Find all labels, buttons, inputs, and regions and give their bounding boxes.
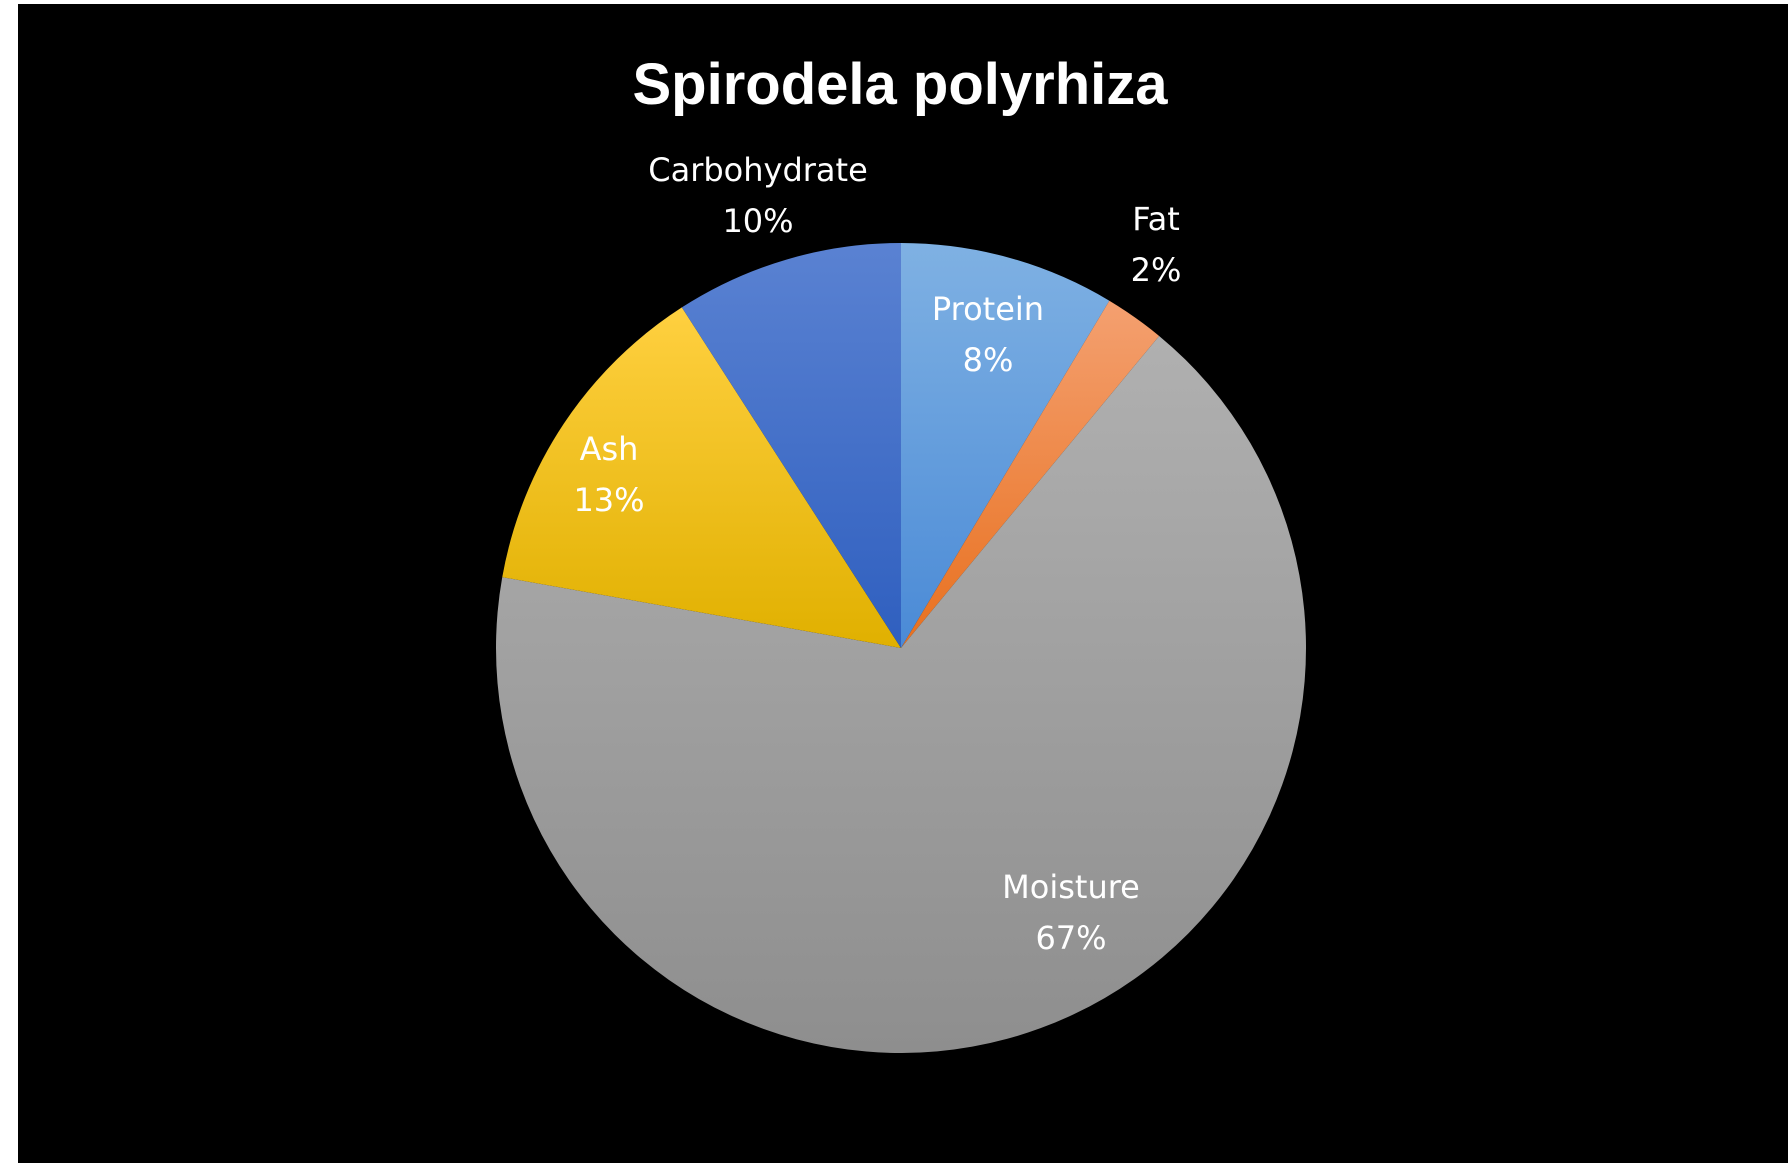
chart-title: Spirodela polyrhiza	[633, 52, 1169, 117]
pie-slices	[496, 243, 1306, 1053]
pie-slice-ash	[502, 307, 901, 648]
slice-label-protein: Protein 8%	[932, 290, 1044, 379]
slice-percent-protein: 8%	[963, 341, 1014, 379]
slice-percent-ash: 13%	[573, 481, 644, 519]
pie-slice-protein	[901, 243, 1110, 648]
slice-label-moisture: Moisture 67%	[1002, 868, 1140, 957]
slice-percent-fat: 2%	[1131, 251, 1182, 289]
pie-slice-carbohydrate	[681, 243, 901, 648]
slice-label-fat: Fat 2%	[1131, 200, 1182, 289]
slice-category-carbohydrate: Carbohydrate	[648, 151, 868, 189]
pie-slice-moisture	[496, 335, 1306, 1053]
slice-category-protein: Protein	[932, 290, 1044, 328]
slice-percent-moisture: 67%	[1035, 919, 1106, 957]
slice-label-carbohydrate: Carbohydrate 10%	[648, 151, 868, 240]
pie-slice-fat	[901, 300, 1160, 648]
slice-percent-carbohydrate: 10%	[722, 202, 793, 240]
slice-category-ash: Ash	[580, 430, 639, 468]
slice-category-fat: Fat	[1132, 200, 1180, 238]
slice-category-moisture: Moisture	[1002, 868, 1140, 906]
pie-labels: Protein 8% Fat 2% Moisture 67% Ash 13% Carbohydr…	[573, 151, 1181, 957]
slice-label-ash: Ash 13%	[573, 430, 644, 519]
